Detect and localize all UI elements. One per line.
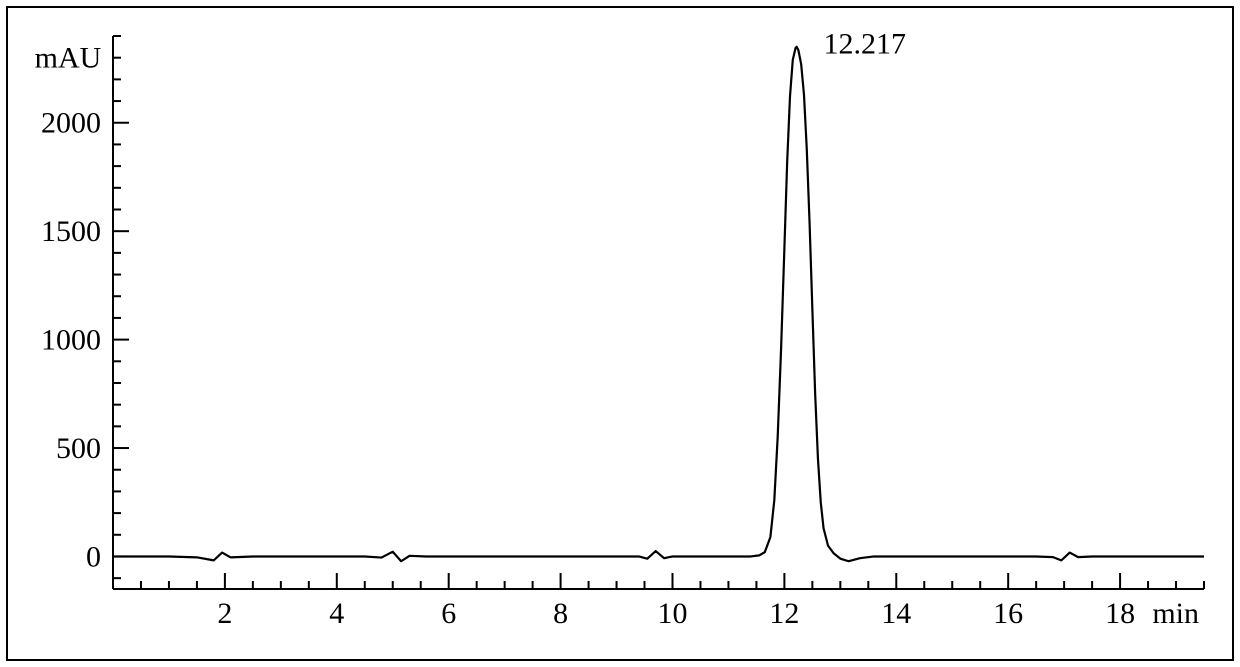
- x-tick-label: 6: [441, 597, 456, 630]
- chart-frame: 0 500 1000 1500 2000 mAU 2 4 6 8 10 12 14 16 18 min 12.2…: [6, 6, 1234, 661]
- x-tick-label: 18: [1105, 597, 1135, 630]
- x-tick-label: 16: [993, 597, 1023, 630]
- x-tick-label: 14: [881, 597, 911, 630]
- y-tick-label: 1000: [41, 324, 101, 357]
- y-tick-label: 500: [56, 432, 101, 465]
- x-tick-label: 2: [217, 597, 232, 630]
- x-axis-label: min: [1152, 597, 1199, 630]
- peak-label: 12.217: [824, 27, 907, 60]
- x-tick-label: 12: [769, 597, 799, 630]
- chromatogram-trace: [113, 47, 1204, 561]
- x-tick-label: 4: [329, 597, 344, 630]
- x-tick-label: 8: [553, 597, 568, 630]
- x-tick-label: 10: [657, 597, 687, 630]
- y-tick-label: 0: [86, 540, 101, 573]
- chromatogram-svg: 0 500 1000 1500 2000 mAU 2 4 6 8 10 12 14 16 18 min 12.2…: [8, 8, 1232, 659]
- y-tick-label: 2000: [41, 107, 101, 140]
- y-tick-label: 1500: [41, 215, 101, 248]
- y-axis-label: mAU: [35, 42, 102, 75]
